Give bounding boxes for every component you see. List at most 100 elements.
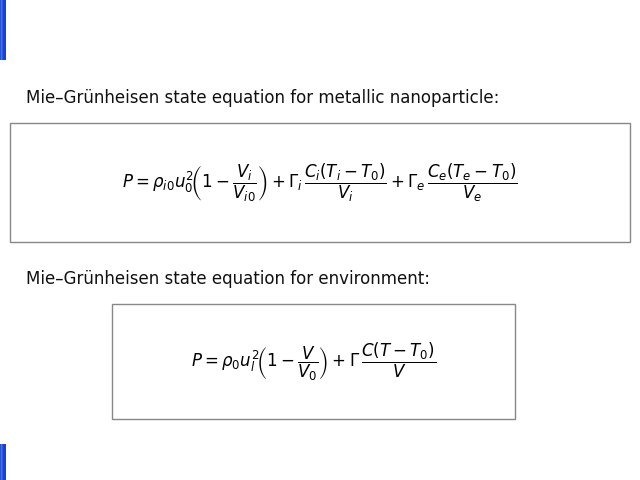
Bar [0, 0, 3, 60]
Bar [0, 444, 3, 480]
Bar [1, 444, 4, 480]
Bar [3, 444, 6, 480]
Bar [2, 444, 5, 480]
Bar [1, 0, 4, 60]
Bar [2, 444, 5, 480]
Bar [3, 444, 6, 480]
Bar [1, 444, 4, 480]
Text: Advances in Nonlinear Photonics: Advances in Nonlinear Photonics [13, 456, 259, 468]
Bar [1, 0, 4, 60]
Bar [1, 0, 4, 60]
Bar [2, 0, 4, 60]
Bar [0, 444, 3, 480]
Bar [3, 444, 6, 480]
Bar [1, 444, 4, 480]
Bar [0, 0, 3, 60]
Bar [2, 444, 5, 480]
Bar [2, 0, 5, 60]
Bar [3, 0, 6, 60]
Bar [3, 0, 6, 60]
Bar [2, 0, 5, 60]
Bar [0, 0, 3, 60]
Bar [3, 0, 6, 60]
Bar [0, 0, 3, 60]
Bar [3, 0, 6, 60]
Bar [3, 0, 6, 60]
Bar [1, 0, 4, 60]
Bar [3, 0, 6, 60]
Bar [1, 0, 4, 60]
Bar [2, 0, 5, 60]
Bar [1, 444, 4, 480]
Bar [3, 0, 6, 60]
Bar [1, 0, 4, 60]
Bar [3, 0, 6, 60]
Bar [1, 444, 4, 480]
Bar [0, 0, 3, 60]
Bar [2, 0, 5, 60]
Bar [0, 444, 3, 480]
Bar [3, 0, 6, 60]
Bar [1, 0, 4, 60]
Bar [1, 0, 4, 60]
Bar [2, 0, 5, 60]
Bar [1, 444, 4, 480]
Bar [1, 0, 4, 60]
Bar [0, 444, 3, 480]
Bar [1, 444, 4, 480]
Bar [2, 0, 5, 60]
Bar [1, 0, 4, 60]
Bar [0, 0, 3, 60]
Bar [3, 444, 6, 480]
Bar [2, 0, 5, 60]
Bar [3, 444, 6, 480]
Bar [3, 0, 6, 60]
Bar [2, 444, 5, 480]
Bar [2, 444, 5, 480]
Bar [3, 444, 6, 480]
Bar [2, 444, 5, 480]
Bar [0, 0, 3, 60]
Bar [3, 444, 6, 480]
Bar [1, 0, 4, 60]
Bar [3, 0, 6, 60]
Bar [1, 0, 4, 60]
Bar [1, 0, 4, 60]
Bar [3, 0, 6, 60]
Bar [2, 444, 5, 480]
Bar [0, 0, 3, 60]
Bar [2, 0, 5, 60]
Bar [1, 0, 4, 60]
Bar [2, 0, 5, 60]
Bar [0, 444, 3, 480]
Bar [1, 444, 4, 480]
Bar [1, 444, 4, 480]
Bar [1, 0, 4, 60]
Bar [1, 444, 4, 480]
Bar [1, 0, 4, 60]
Bar [1, 444, 4, 480]
Bar [1, 444, 4, 480]
Bar [3, 0, 6, 60]
Bar [1, 0, 4, 60]
Bar [2, 444, 5, 480]
Bar [1, 444, 4, 480]
Bar [3, 444, 6, 480]
Bar [3, 444, 6, 480]
Bar [3, 444, 6, 480]
Bar [1, 444, 4, 480]
Bar [2, 0, 5, 60]
Bar [1, 0, 4, 60]
Bar [1, 444, 4, 480]
Bar [2, 0, 5, 60]
Bar [1, 444, 4, 480]
Bar [3, 444, 6, 480]
Bar [3, 0, 6, 60]
Bar [1, 444, 4, 480]
Bar [3, 0, 6, 60]
Bar [1, 444, 4, 480]
Bar [3, 0, 6, 60]
Bar [0, 0, 3, 60]
Bar [2, 444, 5, 480]
Bar [3, 444, 6, 480]
